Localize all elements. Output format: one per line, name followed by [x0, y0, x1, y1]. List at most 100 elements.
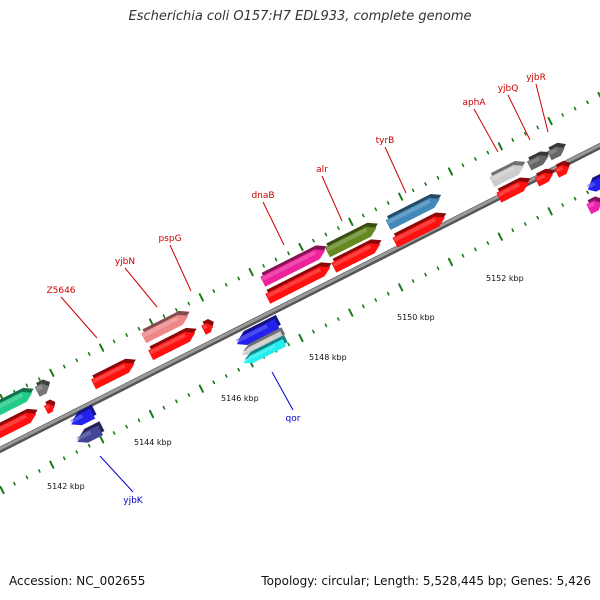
- forward-tick: [597, 91, 600, 99]
- gene-feature-arrow: [392, 212, 447, 248]
- forward-tick: [547, 117, 553, 126]
- gene-qor-arrow: [235, 314, 281, 345]
- forward-tick: [75, 358, 79, 363]
- forward-tick: [298, 242, 304, 252]
- reverse-tick: [25, 475, 29, 480]
- gene-label-dnaB: dnaB: [251, 191, 285, 246]
- reverse-tick: [298, 333, 304, 343]
- gene-name-label: aphA: [462, 98, 486, 108]
- forward-tick: [312, 238, 315, 243]
- reverse-tick: [511, 228, 515, 233]
- reverse-tick: [175, 399, 178, 404]
- forward-tick: [561, 113, 564, 117]
- reverse-tick: [386, 291, 390, 296]
- kbp-axis-label: 5152 kbp: [486, 274, 524, 283]
- forward-tick: [411, 188, 415, 193]
- forward-tick: [424, 182, 427, 186]
- gene-name-label: yjbN: [115, 257, 135, 267]
- gene-feature-arrow: [554, 160, 571, 178]
- forward-tick: [137, 326, 141, 331]
- reverse-tick: [287, 342, 290, 347]
- gene-name-label: dnaB: [251, 191, 274, 201]
- gene-feature-arrow: [148, 327, 197, 361]
- reverse-tick: [523, 222, 527, 226]
- gene-aphA-arrow: [489, 161, 526, 188]
- forward-tick: [99, 343, 105, 352]
- reverse-tick: [536, 215, 540, 220]
- gene-label-tyrB: tyrB: [376, 136, 407, 194]
- reverse-tick: [137, 418, 141, 423]
- reverse-tick: [424, 272, 427, 277]
- forward-tick: [324, 232, 328, 237]
- reverse-tick: [162, 405, 166, 410]
- forward-tick: [523, 131, 527, 136]
- gene-pspG-arrow: [201, 319, 214, 335]
- reverse-tick: [212, 380, 216, 385]
- gene-label-yjbQ: yjbQ: [498, 84, 531, 141]
- reverse-tick: [374, 298, 378, 302]
- forward-tick: [248, 268, 254, 277]
- gene-feature-arrow: [586, 173, 600, 192]
- reverse-tick: [561, 203, 564, 207]
- kbp-axis-label: 5144 kbp: [134, 438, 172, 447]
- gene-label-qor: qor: [271, 371, 301, 424]
- forward-tick: [374, 207, 378, 212]
- forward-tick: [511, 138, 515, 142]
- reverse-tick: [49, 460, 55, 469]
- forward-tick: [386, 201, 390, 205]
- gene-feature-arrow: [76, 421, 105, 443]
- gene-feature-arrow: [34, 379, 51, 397]
- reverse-tick: [398, 283, 404, 292]
- reverse-tick: [461, 253, 465, 258]
- forward-tick: [262, 264, 265, 268]
- gene-name-label: pspG: [158, 234, 181, 244]
- forward-tick: [175, 308, 178, 312]
- gene-feature-arrow: [265, 262, 332, 304]
- gene-alr-arrow: [324, 222, 378, 258]
- forward-tick: [586, 100, 589, 105]
- reverse-tick: [337, 317, 340, 321]
- gene-yjbK-arrow: [70, 404, 97, 426]
- reverse-tick: [586, 190, 589, 195]
- forward-tick: [337, 226, 340, 230]
- gene-name-label: qor: [286, 414, 301, 424]
- reverse-tick: [75, 450, 79, 454]
- gene-label-yjbK: yjbK: [99, 455, 144, 506]
- reverse-tick: [361, 304, 365, 309]
- forward-tick: [461, 163, 465, 168]
- forward-tick: [125, 333, 128, 337]
- reverse-tick: [312, 329, 315, 334]
- reverse-tick: [13, 481, 16, 486]
- forward-tick: [486, 150, 490, 155]
- reverse-tick: [348, 308, 354, 317]
- forward-tick: [497, 142, 503, 151]
- gene-label-yjbN: yjbN: [115, 257, 158, 308]
- gene-feature-arrow: [0, 408, 38, 442]
- gene-label-Z5646: Z5646: [46, 286, 98, 339]
- reverse-tick: [112, 431, 116, 435]
- forward-tick: [224, 282, 228, 287]
- forward-tick: [447, 167, 454, 176]
- forward-tick: [38, 377, 41, 381]
- gene-label-alr: alr: [316, 165, 343, 222]
- forward-tick: [436, 175, 440, 180]
- forward-tick: [212, 289, 216, 293]
- forward-tick: [87, 352, 91, 356]
- gene-yjbN-arrow: [141, 310, 190, 344]
- forward-tick: [348, 217, 354, 226]
- forward-tick: [398, 192, 404, 201]
- gene-feature-arrow: [241, 327, 286, 356]
- accession-label: Accession: NC_002655: [9, 574, 146, 588]
- forward-tick: [162, 314, 166, 319]
- gene-yjbQ-arrow: [526, 151, 551, 171]
- gene-feature-arrow: [534, 168, 555, 187]
- forward-tick: [361, 213, 365, 218]
- reverse-tick: [125, 424, 128, 429]
- forward-tick: [274, 257, 278, 262]
- gene-name-label: tyrB: [376, 136, 395, 146]
- reverse-tick: [87, 443, 91, 448]
- gene-tyrB-arrow: [385, 194, 442, 230]
- forward-tick: [237, 276, 241, 281]
- forward-tick: [474, 157, 477, 161]
